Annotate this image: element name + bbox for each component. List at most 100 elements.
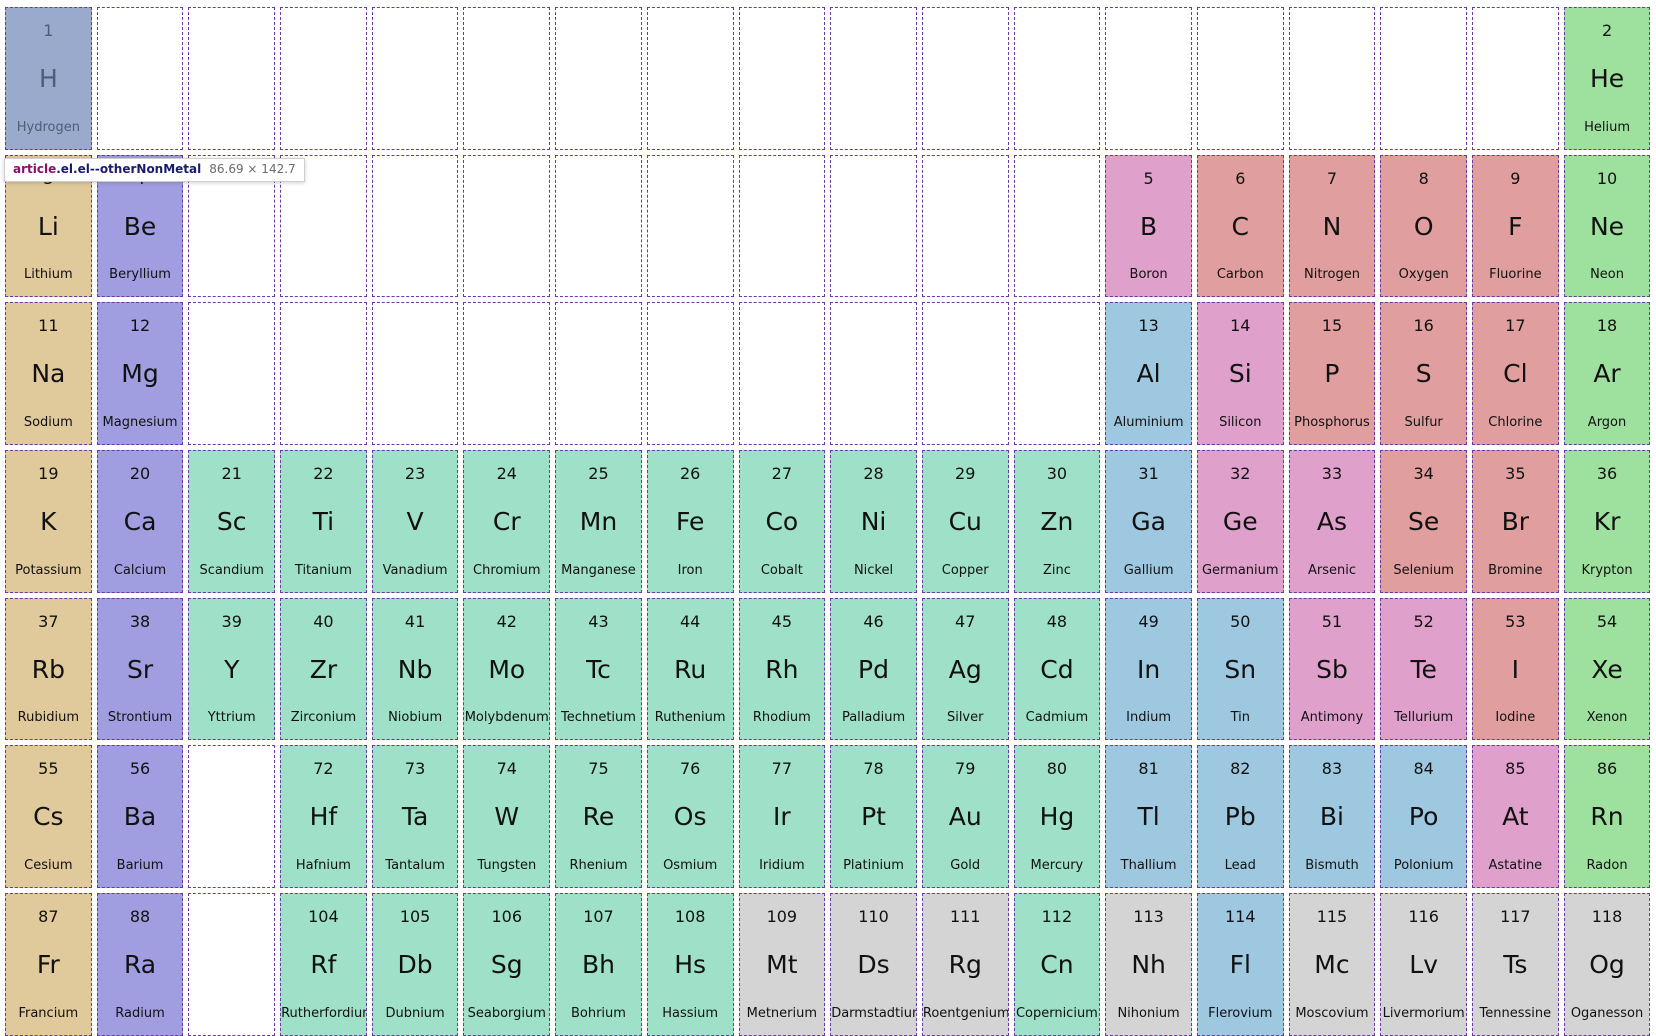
- element-tile-seaborgium[interactable]: 106 Sg Seaborgium: [463, 893, 551, 1036]
- element-tile-palladium[interactable]: 46 Pd Palladium: [830, 597, 917, 741]
- element-tile-sulfur[interactable]: 16 S Sulfur: [1380, 302, 1467, 446]
- element-number: 15: [1321, 316, 1343, 336]
- element-tile-technetium[interactable]: 43 Tc Technetium: [555, 597, 642, 741]
- element-tile-vanadium[interactable]: 23 V Vanadium: [371, 450, 459, 593]
- element-tile-astatine[interactable]: 85 At Astatine: [1472, 745, 1559, 889]
- element-tile-tin[interactable]: 50 Sn Tin: [1196, 597, 1284, 741]
- element-tile-silver[interactable]: 47 Ag Silver: [921, 597, 1009, 741]
- element-tile-moscovium[interactable]: 115 Mc Moscovium: [1288, 893, 1376, 1036]
- element-tile-niobium[interactable]: 41 Nb Niobium: [371, 597, 459, 741]
- element-tile-livermorium[interactable]: 116 Lv Livermorium: [1380, 893, 1467, 1036]
- element-tile-antimony[interactable]: 51 Sb Antimony: [1288, 597, 1376, 741]
- element-tile-ruthenium[interactable]: 44 Ru Ruthenium: [646, 597, 734, 741]
- element-name: Phosphorus: [1294, 415, 1370, 431]
- element-tile-manganese[interactable]: 25 Mn Manganese: [555, 450, 642, 593]
- element-tile-platinium[interactable]: 78 Pt Platinium: [830, 745, 917, 889]
- element-tile-thallium[interactable]: 81 Tl Thallium: [1105, 745, 1192, 889]
- element-tile-gold[interactable]: 79 Au Gold: [921, 745, 1009, 889]
- element-number: 42: [496, 611, 517, 631]
- element-tile-silicon[interactable]: 14 Si Silicon: [1196, 302, 1284, 446]
- element-tile-lead[interactable]: 82 Pb Lead: [1196, 745, 1284, 889]
- element-tile-flerovium[interactable]: 114 Fl Flerovium: [1196, 893, 1284, 1036]
- element-tile-krypton[interactable]: 36 Kr Krypton: [1563, 450, 1651, 593]
- element-tile-zinc[interactable]: 30 Zn Zinc: [1013, 450, 1101, 593]
- element-tile-tennessine[interactable]: 117 Ts Tennessine: [1472, 893, 1559, 1036]
- element-tile-molybdenum[interactable]: 42 Mo Molybdenum: [463, 597, 551, 741]
- element-tile-iron[interactable]: 26 Fe Iron: [646, 450, 734, 593]
- element-tile-hafnium[interactable]: 72 Hf Hafnium: [280, 745, 367, 889]
- element-tile-bromine[interactable]: 35 Br Bromine: [1472, 450, 1559, 593]
- element-tile-oxygen[interactable]: 8 O Oxygen: [1380, 154, 1467, 298]
- element-tile-bohrium[interactable]: 107 Bh Bohrium: [555, 893, 642, 1036]
- element-tile-roentgenium[interactable]: 111 Rg Roentgenium: [921, 893, 1009, 1036]
- element-tile-neon[interactable]: 10 Ne Neon: [1563, 154, 1651, 298]
- element-tile-nitrogen[interactable]: 7 N Nitrogen: [1288, 154, 1376, 298]
- element-tile-tungsten[interactable]: 74 W Tungsten: [463, 745, 551, 889]
- element-name: Chlorine: [1488, 415, 1543, 431]
- element-tile-tellurium[interactable]: 52 Te Tellurium: [1380, 597, 1467, 741]
- element-tile-nihonium[interactable]: 113 Nh Nihonium: [1105, 893, 1192, 1036]
- element-tile-polonium[interactable]: 84 Po Polonium: [1380, 745, 1467, 889]
- element-tile-radon[interactable]: 86 Rn Radon: [1563, 745, 1651, 889]
- element-tile-iodine[interactable]: 53 I Iodine: [1472, 597, 1559, 741]
- element-tile-cesium[interactable]: 55 Cs Cesium: [5, 745, 92, 889]
- element-tile-chromium[interactable]: 24 Cr Chromium: [463, 450, 551, 593]
- element-tile-magnesium[interactable]: 12 Mg Magnesium: [96, 302, 184, 446]
- element-tile-helium[interactable]: 2 He Helium: [1563, 7, 1651, 150]
- element-tile-tantalum[interactable]: 73 Ta Tantalum: [371, 745, 459, 889]
- element-tile-selenium[interactable]: 34 Se Selenium: [1380, 450, 1467, 593]
- element-tile-barium[interactable]: 56 Ba Barium: [96, 745, 184, 889]
- element-tile-hassium[interactable]: 108 Hs Hassium: [646, 893, 734, 1036]
- element-tile-metnerium[interactable]: 109 Mt Metnerium: [738, 893, 826, 1036]
- empty-cell: [921, 302, 1009, 446]
- empty-cell: [646, 302, 734, 446]
- element-tile-carbon[interactable]: 6 C Carbon: [1196, 154, 1284, 298]
- element-tile-copper[interactable]: 29 Cu Copper: [921, 450, 1009, 593]
- element-tile-gallium[interactable]: 31 Ga Gallium: [1105, 450, 1192, 593]
- element-tile-yttrium[interactable]: 39 Y Yttrium: [188, 597, 276, 741]
- element-tile-radium[interactable]: 88 Ra Radium: [96, 893, 184, 1036]
- element-tile-francium[interactable]: 87 Fr Francium: [5, 893, 92, 1036]
- element-number: 86: [1596, 759, 1618, 779]
- element-tile-darmstadtium[interactable]: 110 Ds Darmstadtium: [830, 893, 917, 1036]
- element-tile-germanium[interactable]: 32 Ge Germanium: [1196, 450, 1284, 593]
- element-tile-boron[interactable]: 5 B Boron: [1105, 154, 1192, 298]
- element-tile-rubidium[interactable]: 37 Rb Rubidium: [5, 597, 92, 741]
- element-tile-xenon[interactable]: 54 Xe Xenon: [1563, 597, 1651, 741]
- element-tile-mercury[interactable]: 80 Hg Mercury: [1013, 745, 1101, 889]
- element-tile-phosphorus[interactable]: 15 P Phosphorus: [1288, 302, 1376, 446]
- element-tile-rutherfordium[interactable]: 104 Rf Rutherfordium: [280, 893, 367, 1036]
- element-name: Tungsten: [477, 858, 537, 874]
- element-tile-cobalt[interactable]: 27 Co Cobalt: [738, 450, 826, 593]
- element-tile-fluorine[interactable]: 9 F Fluorine: [1472, 154, 1559, 298]
- element-tile-nickel[interactable]: 28 Ni Nickel: [830, 450, 917, 593]
- element-tile-hydrogen[interactable]: 1 H Hydrogen: [5, 7, 92, 150]
- element-tile-argon[interactable]: 18 Ar Argon: [1563, 302, 1651, 446]
- element-tile-rhenium[interactable]: 75 Re Rhenium: [555, 745, 642, 889]
- element-tile-aluminium[interactable]: 13 Al Aluminium: [1105, 302, 1192, 446]
- element-tile-scandium[interactable]: 21 Sc Scandium: [188, 450, 276, 593]
- element-tile-osmium[interactable]: 76 Os Osmium: [646, 745, 734, 889]
- element-symbol: Ge: [1222, 507, 1258, 537]
- element-tile-calcium[interactable]: 20 Ca Calcium: [96, 450, 184, 593]
- element-tile-oganesson[interactable]: 118 Og Oganesson: [1563, 893, 1651, 1036]
- element-name: Tellurium: [1394, 710, 1454, 726]
- element-tile-indium[interactable]: 49 In Indium: [1105, 597, 1192, 741]
- element-tile-dubnium[interactable]: 105 Db Dubnium: [371, 893, 459, 1036]
- element-symbol: Tl: [1137, 802, 1160, 832]
- element-tile-copernicium[interactable]: 112 Cn Copernicium: [1013, 893, 1101, 1036]
- element-tile-rhodium[interactable]: 45 Rh Rhodium: [738, 597, 826, 741]
- element-tile-potassium[interactable]: 19 K Potassium: [5, 450, 92, 593]
- element-symbol: Hf: [309, 802, 338, 832]
- element-tile-strontium[interactable]: 38 Sr Strontium: [96, 597, 184, 741]
- element-tile-arsenic[interactable]: 33 As Arsenic: [1288, 450, 1376, 593]
- element-tile-sodium[interactable]: 11 Na Sodium: [5, 302, 92, 446]
- element-tile-titanium[interactable]: 22 Ti Titanium: [280, 450, 367, 593]
- element-number: 20: [129, 464, 151, 484]
- element-tile-bismuth[interactable]: 83 Bi Bismuth: [1288, 745, 1376, 889]
- element-tile-zirconium[interactable]: 40 Zr Zirconium: [280, 597, 367, 741]
- element-tile-iridium[interactable]: 77 Ir Iridium: [738, 745, 826, 889]
- empty-cell: [96, 7, 184, 150]
- element-tile-cadmium[interactable]: 48 Cd Cadmium: [1013, 597, 1101, 741]
- element-tile-chlorine[interactable]: 17 Cl Chlorine: [1472, 302, 1559, 446]
